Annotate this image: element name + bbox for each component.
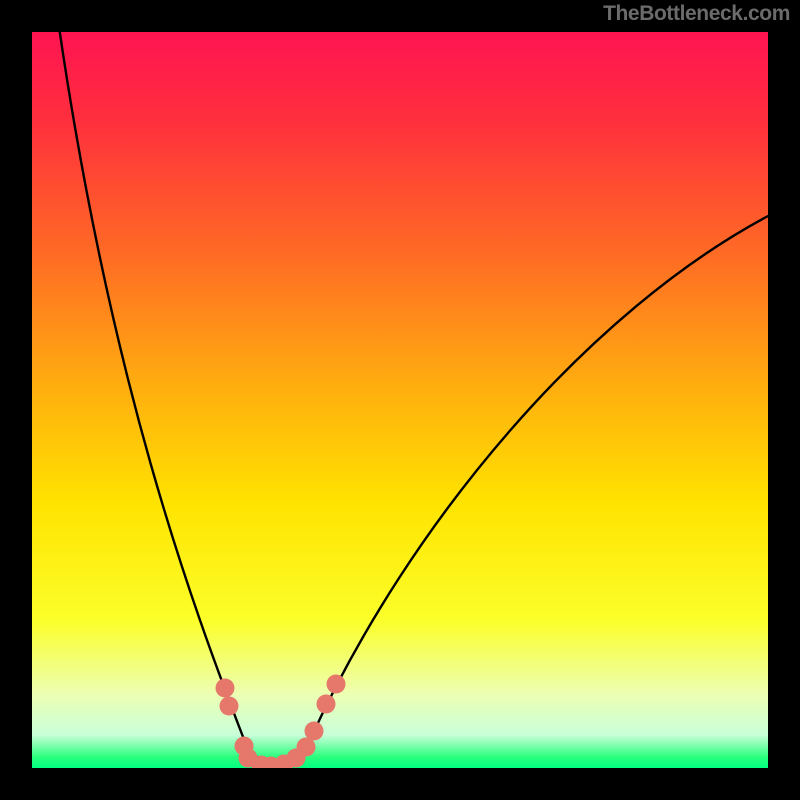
curve-marker <box>317 695 336 714</box>
gradient-background <box>32 32 768 768</box>
curve-marker <box>305 722 324 741</box>
curve-marker <box>327 675 346 694</box>
chart-frame: TheBottleneck.com <box>0 0 800 800</box>
curve-marker <box>216 679 235 698</box>
bottleneck-chart <box>0 0 800 800</box>
watermark-text: TheBottleneck.com <box>603 2 790 26</box>
curve-marker <box>220 697 239 716</box>
